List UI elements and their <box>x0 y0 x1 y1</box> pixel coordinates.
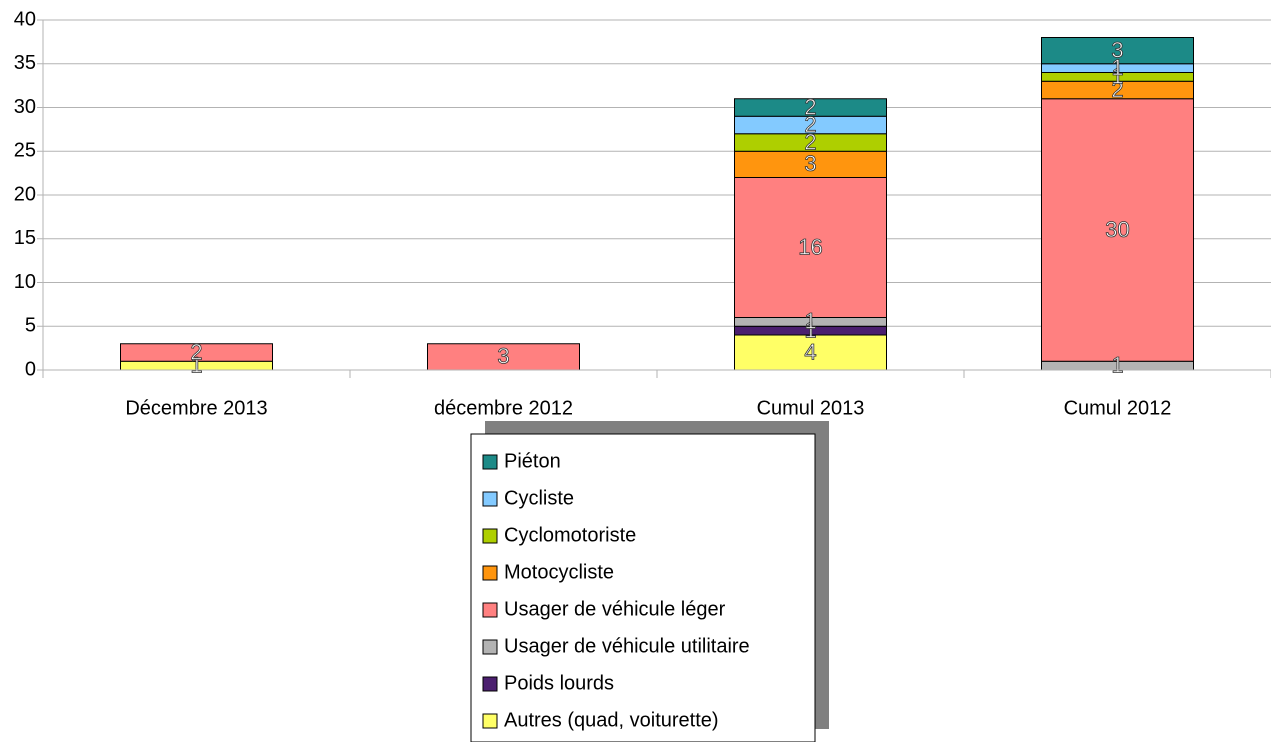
legend-swatch <box>482 713 498 729</box>
y-tick-label: 15 <box>14 227 36 249</box>
value-label: 1 <box>1111 352 1123 377</box>
x-tick-label: Cumul 2012 <box>1064 397 1172 419</box>
y-tick-label: 20 <box>14 183 36 205</box>
value-label: 4 <box>804 339 816 364</box>
bar-segment <box>1041 37 1194 65</box>
legend-label: Piéton <box>504 450 561 472</box>
value-label: 3 <box>497 344 509 369</box>
legend-label: Usager de véhicule léger <box>504 598 726 620</box>
legend-label: Cyclomotoriste <box>504 524 636 546</box>
y-tick-label: 30 <box>14 96 36 118</box>
legend-swatch <box>482 676 498 692</box>
legend-swatch <box>482 602 498 618</box>
y-tick-label: 5 <box>25 315 36 337</box>
legend-label: Poids lourds <box>504 672 614 694</box>
x-tick-label: décembre 2012 <box>434 397 573 419</box>
legend <box>470 433 816 742</box>
bar-segment <box>734 98 887 117</box>
bar-segment <box>734 150 887 178</box>
value-label: 1 <box>804 309 816 334</box>
legend-label: Motocycliste <box>504 561 614 583</box>
legend-swatch <box>482 528 498 544</box>
value-label: 2 <box>804 129 816 154</box>
value-label: 30 <box>1105 217 1129 242</box>
x-tick-label: Cumul 2013 <box>757 397 865 419</box>
value-label: 1 <box>1111 64 1123 89</box>
y-tick-label: 0 <box>25 358 36 380</box>
value-label: 3 <box>804 151 816 176</box>
value-label: 2 <box>1111 77 1123 102</box>
value-label: 2 <box>190 339 202 364</box>
value-label: 2 <box>804 94 816 119</box>
y-tick-label: 25 <box>14 140 36 162</box>
bar-segment <box>120 343 273 362</box>
y-tick-label: 35 <box>14 52 36 74</box>
bar-segment <box>734 334 887 371</box>
x-tick-label: Décembre 2013 <box>125 397 267 419</box>
legend-label: Cycliste <box>504 487 574 509</box>
value-label: 1 <box>1111 55 1123 80</box>
legend-swatch <box>482 565 498 581</box>
value-label: 16 <box>798 234 822 259</box>
y-tick-label: 10 <box>14 271 36 293</box>
bar-segment <box>427 343 580 371</box>
legend-label: Autres (quad, voiturette) <box>504 709 719 731</box>
value-label: 1 <box>804 317 816 342</box>
value-label: 1 <box>190 352 202 377</box>
legend-swatch <box>482 454 498 470</box>
legend-label: Usager de véhicule utilitaire <box>504 635 750 657</box>
value-label: 2 <box>804 112 816 137</box>
y-tick-label: 40 <box>14 8 36 30</box>
legend-swatch <box>482 639 498 655</box>
legend-swatch <box>482 491 498 507</box>
bar-segment <box>1041 98 1194 362</box>
value-label: 3 <box>1111 37 1123 62</box>
